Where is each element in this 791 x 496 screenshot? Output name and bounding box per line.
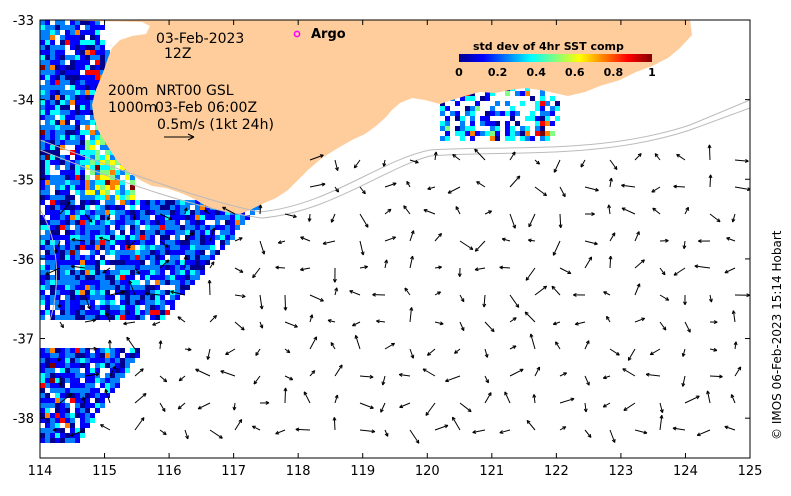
date-label: 03-Feb-2023 bbox=[156, 31, 244, 47]
colorbar-tick-label: 0 bbox=[455, 66, 463, 79]
y-tick-label: -33 bbox=[13, 14, 34, 29]
colorbar-tick-label: 1 bbox=[648, 66, 656, 79]
x-tick-label: 114 bbox=[28, 464, 53, 479]
y-tick-label: -35 bbox=[13, 173, 34, 188]
colorbar-tick-label: 0.4 bbox=[526, 66, 546, 79]
x-tick-label: 125 bbox=[738, 464, 763, 479]
colorbar-title: std dev of 4hr SST comp bbox=[473, 40, 624, 53]
depth-200-label: 200m bbox=[108, 83, 148, 99]
x-tick-label: 116 bbox=[157, 464, 182, 479]
argo-legend-label: Argo bbox=[311, 27, 346, 42]
x-tick-label: 115 bbox=[92, 464, 117, 479]
scale-vector-label: 0.5m/s (1kt 24h) bbox=[157, 117, 274, 133]
product-label: NRT00 GSL bbox=[156, 83, 234, 99]
x-tick-label: 124 bbox=[673, 464, 698, 479]
colorbar-tick-label: 0.8 bbox=[604, 66, 624, 79]
depth-1000-label: 1000m bbox=[108, 100, 157, 116]
colorbar-tick-label: 0.2 bbox=[488, 66, 508, 79]
x-tick-label: 118 bbox=[286, 464, 311, 479]
x-tick-label: 123 bbox=[608, 464, 633, 479]
product-time-label: 03-Feb 06:00Z bbox=[155, 100, 257, 116]
colorbar-gradient bbox=[459, 54, 652, 62]
imos-credit: © IMOS 06-Feb-2023 15:14 Hobart bbox=[770, 231, 784, 440]
x-tick-label: 119 bbox=[350, 464, 375, 479]
x-tick-label: 122 bbox=[544, 464, 569, 479]
x-tick-label: 120 bbox=[415, 464, 440, 479]
time-label: 12Z bbox=[164, 46, 191, 62]
x-tick-label: 117 bbox=[221, 464, 246, 479]
y-tick-label: -37 bbox=[13, 333, 34, 348]
colorbar-tick-label: 0.6 bbox=[565, 66, 585, 79]
x-tick-label: 121 bbox=[479, 464, 504, 479]
y-tick-label: -34 bbox=[13, 94, 34, 109]
y-tick-label: -38 bbox=[13, 412, 34, 427]
y-tick-label: -36 bbox=[13, 253, 34, 268]
